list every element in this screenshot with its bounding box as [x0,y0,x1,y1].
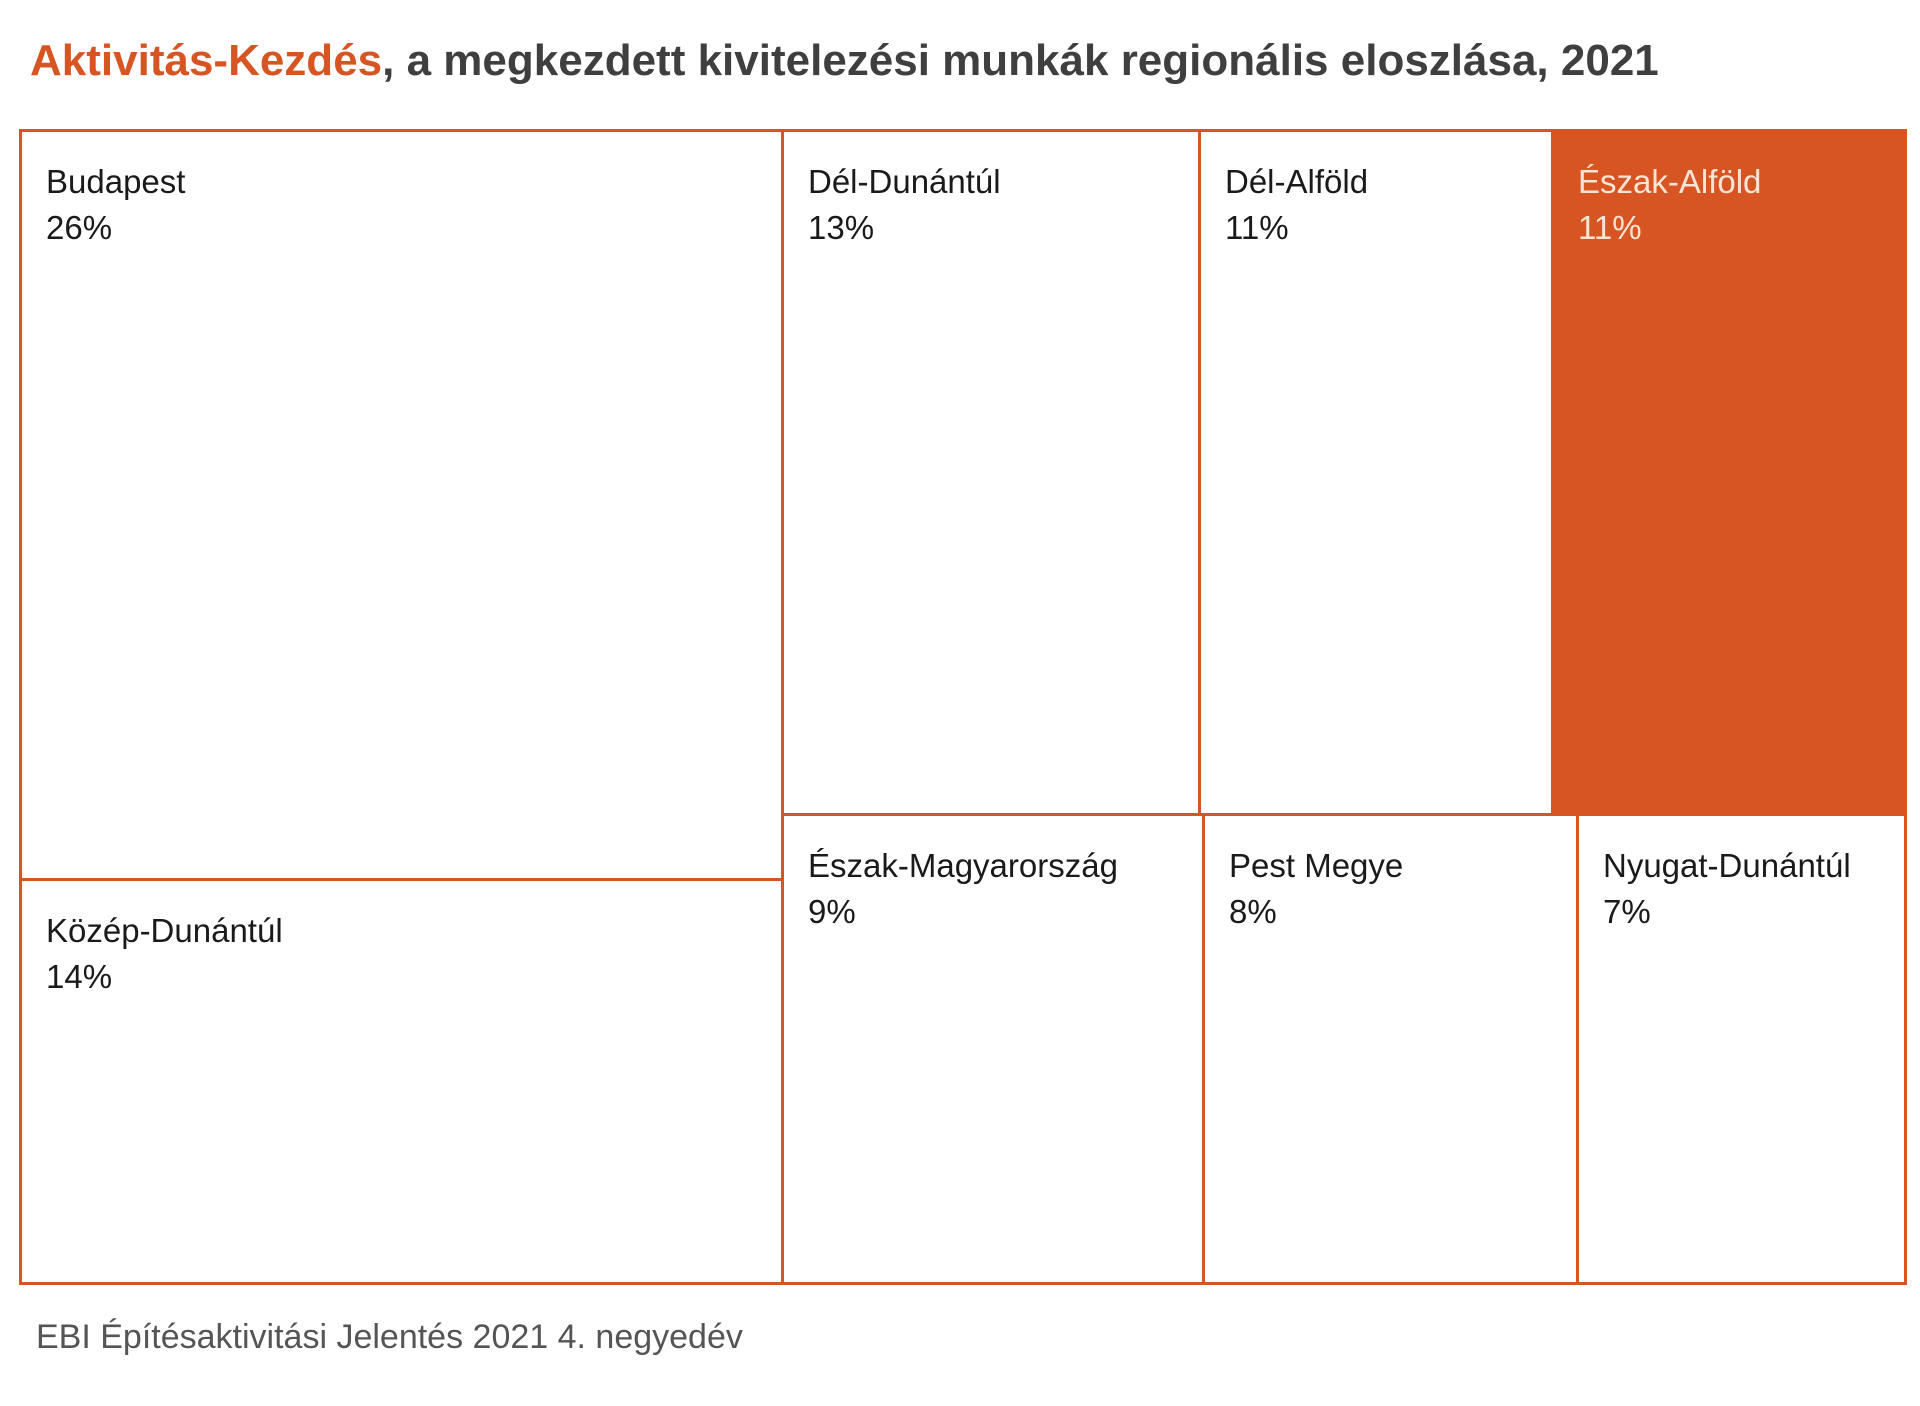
treemap-cell-value: 14% [46,958,113,995]
treemap-cell-value: 26% [46,209,113,246]
treemap-cell-label: Nyugat-Dunántúl [1603,847,1851,884]
treemap-cell-eszak-magyarorszag: Észak-Magyarország 9% [781,813,1205,1285]
treemap-cell-nyugat-dunantul: Nyugat-Dunántúl 7% [1576,813,1907,1285]
treemap-cell-label: Budapest [46,163,186,200]
chart-title-accent: Aktivitás-Kezdés [30,36,383,85]
chart-title: Aktivitás-Kezdés, a megkezdett kivitelez… [30,32,1659,90]
source-note: EBI Építésaktivitási Jelentés 2021 4. ne… [36,1318,743,1356]
treemap-cell-label: Észak-Alföld [1578,163,1762,200]
treemap-cell-label: Közép-Dunántúl [46,912,283,949]
treemap-cell-del-dunantul: Dél-Dunántúl 13% [781,129,1201,816]
treemap-cell-label: Dél-Dunántúl [808,163,1001,200]
treemap-cell-eszak-alfold: Észak-Alföld 11% [1551,129,1907,816]
treemap: Budapest 26% Közép-Dunántúl 14% Dél-Dunántúl… [19,129,1907,1285]
treemap-cell-budapest: Budapest 26% [19,129,784,881]
chart-title-rest: , a megkezdett kivitelezési munkák regio… [382,36,1659,85]
treemap-cell-value: 11% [1578,209,1642,246]
treemap-cell-label: Észak-Magyarország [808,847,1118,884]
treemap-cell-value: 13% [808,209,875,246]
treemap-cell-kozep-dunantul: Közép-Dunántúl 14% [19,878,784,1285]
treemap-cell-pest-megye: Pest Megye 8% [1202,813,1579,1285]
treemap-cell-value: 7% [1603,893,1651,930]
treemap-cell-label: Dél-Alföld [1225,163,1369,200]
treemap-cell-label: Pest Megye [1229,847,1404,884]
treemap-cell-value: 11% [1225,209,1289,246]
treemap-cell-value: 9% [808,893,856,930]
treemap-cell-del-alfold: Dél-Alföld 11% [1198,129,1554,816]
treemap-cell-value: 8% [1229,893,1277,930]
